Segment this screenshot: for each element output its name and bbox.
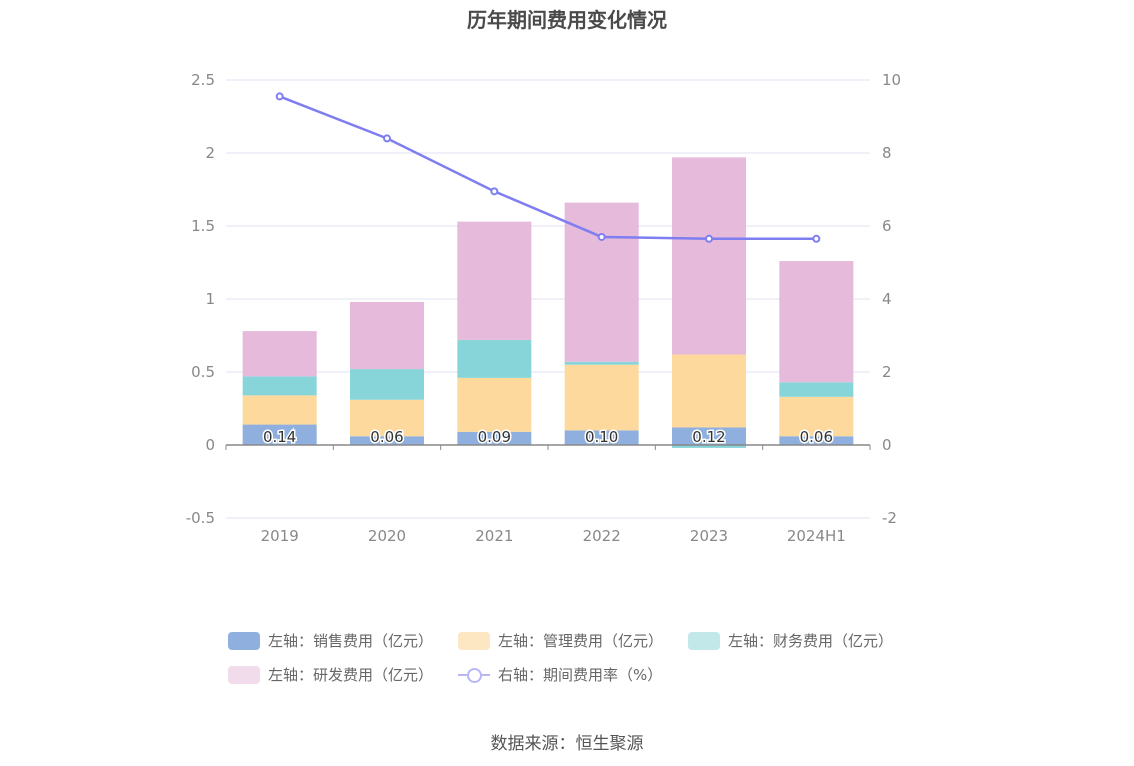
legend-item-rd[interactable]: 左轴：研发费用（亿元） — [228, 664, 433, 685]
legend-label-rd: 左轴：研发费用（亿元） — [268, 666, 434, 684]
legend-swatch-admin — [458, 631, 490, 650]
legend-item-admin[interactable]: 左轴：管理费用（亿元） — [458, 630, 663, 651]
x-axis-category-label: 2023 — [690, 527, 728, 545]
right-axis-tick-label: 8 — [882, 144, 892, 162]
bar-segment — [564, 364, 639, 431]
legend-line-icon — [458, 666, 490, 684]
data-source: 数据来源：恒生聚源 — [490, 734, 644, 754]
expense-rate-point — [490, 187, 499, 196]
left-axis-tick-label: 1.5 — [191, 217, 215, 235]
bar-segment — [457, 221, 532, 340]
bar-segment — [242, 331, 317, 377]
expense-rate-point — [597, 232, 606, 241]
bar-segment — [242, 395, 317, 425]
bar-segment — [672, 354, 746, 428]
bar-segment — [672, 445, 746, 448]
x-axis-category-label: 2020 — [368, 527, 406, 545]
bar-segment — [779, 382, 854, 397]
left-axis-tick-label: -0.5 — [186, 509, 215, 527]
legend-item-finance[interactable]: 左轴：财务费用（亿元） — [688, 630, 893, 651]
bar-segment — [350, 369, 424, 400]
bar-segment — [564, 430, 639, 445]
left-axis-tick-label: 0 — [205, 436, 215, 454]
bar-segment — [242, 424, 317, 445]
chart-title: 历年期间费用变化情况 — [467, 8, 667, 32]
right-axis-tick-label: 10 — [882, 71, 901, 89]
legend-item-expense-rate[interactable]: 右轴：期间费用率（%） — [458, 664, 662, 685]
expense-rate-point — [812, 234, 821, 243]
bar-segment — [564, 361, 639, 365]
sales-data-label: 0.06 — [800, 428, 833, 446]
left-axis-tick-label: 1 — [205, 290, 215, 308]
left-axis-tick-label: 2.5 — [191, 71, 215, 89]
bar-segment — [672, 427, 746, 445]
bar-segment — [457, 339, 532, 378]
right-axis-tick-label: 4 — [882, 290, 892, 308]
bar-segment — [779, 436, 854, 445]
legend-swatch-rd — [228, 665, 260, 684]
x-axis-category-label: 2022 — [583, 527, 621, 545]
expense-rate-line — [279, 95, 817, 241]
sales-data-label: 0.12 — [692, 428, 725, 446]
expense-rate-point — [705, 234, 713, 243]
left-axis-tick-label: 0.5 — [191, 363, 215, 381]
legend-swatch-finance — [688, 631, 720, 650]
legend-label-finance: 左轴：财务费用（亿元） — [728, 632, 894, 650]
bar-segment — [672, 157, 746, 355]
legend-label-expense-rate: 右轴：期间费用率（%） — [498, 666, 663, 684]
bar-segment — [242, 376, 317, 396]
bar-segment — [779, 396, 854, 437]
bar-segment — [350, 436, 424, 445]
bar-segment — [779, 261, 854, 383]
bar-segment — [350, 301, 424, 370]
right-axis-tick-label: 0 — [882, 436, 892, 454]
legend-label-admin: 左轴：管理费用（亿元） — [498, 632, 664, 650]
sales-data-label: 0.09 — [478, 428, 511, 446]
right-axis-tick-label: -2 — [882, 509, 897, 527]
expense-rate-point — [275, 92, 284, 101]
bar-segment — [564, 202, 639, 362]
bar-segment — [457, 377, 532, 432]
sales-data-label: 0.10 — [585, 428, 618, 446]
sales-data-label: 0.06 — [370, 428, 403, 446]
bar-segment — [350, 399, 424, 437]
chart-canvas: 2.5 2 1.5 1 0.5 0 -0.5 10 8 6 4 2 0 -2 2019 2020 2021 202… — [186, 71, 901, 545]
x-axis-category-label: 2021 — [475, 527, 513, 545]
expense-rate-point — [383, 134, 391, 143]
left-axis-tick-label: 2 — [205, 144, 215, 162]
x-axis-category-label: 2024H1 — [787, 527, 846, 545]
right-axis-tick-label: 2 — [882, 363, 892, 381]
legend-item-sales[interactable]: 左轴：销售费用（亿元） — [228, 630, 433, 651]
sales-data-label: 0.14 — [263, 428, 296, 446]
bar-segment — [457, 431, 532, 445]
legend-label-sales: 左轴：销售费用（亿元） — [268, 632, 434, 650]
right-axis-tick-label: 6 — [882, 217, 892, 235]
legend-swatch-sales — [228, 631, 260, 650]
x-axis-category-label: 2019 — [261, 527, 299, 545]
